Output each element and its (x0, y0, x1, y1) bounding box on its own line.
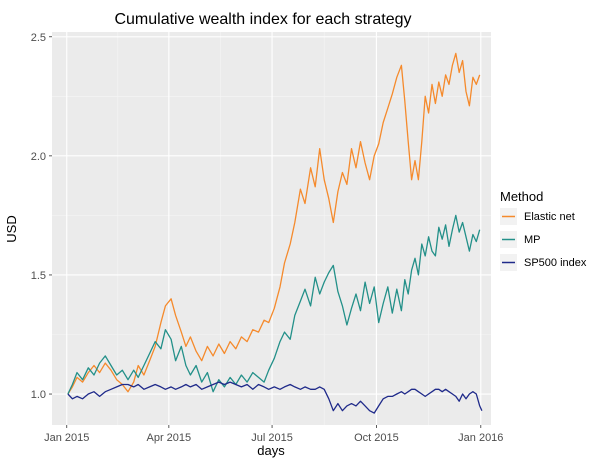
y-tick-label: 2.5 (31, 32, 46, 44)
y-tick-label: 1.0 (31, 389, 46, 401)
y-axis-title: USD (4, 215, 19, 242)
y-tick-label: 2.0 (31, 151, 46, 163)
legend-title: Method (500, 189, 543, 204)
x-tick-label: Jul 2015 (251, 432, 293, 444)
legend-items: Elastic net MP SP500 index (500, 208, 587, 271)
y-axis-ticks: 1.0 1.5 2.0 2.5 (31, 32, 52, 401)
series-line-mp (67, 214, 481, 395)
x-axis-title: days (257, 443, 285, 458)
x-axis-ticks: Jan 2015 Apr 2015 Jul 2015 Oct 2015 Jan 2016 (44, 425, 503, 444)
x-tick-label: Jan 2016 (458, 432, 503, 444)
plot-panel (52, 32, 491, 425)
legend-label-elastic-net: Elastic net (524, 211, 575, 223)
legend-label-sp500-index: SP500 index (524, 257, 587, 269)
x-tick-label: Jan 2015 (44, 432, 89, 444)
series-line-sp500-index (67, 381, 483, 414)
legend: Method Elastic net MP SP500 index (500, 189, 587, 271)
series-line-elastic-net (67, 52, 481, 395)
x-tick-label: Oct 2015 (354, 432, 399, 444)
x-tick-label: Apr 2015 (147, 432, 192, 444)
gridlines (52, 32, 491, 425)
series-lines (67, 52, 483, 414)
y-tick-label: 1.5 (31, 270, 46, 282)
chart-title: Cumulative wealth index for each strateg… (114, 11, 411, 28)
legend-label-mp: MP (524, 234, 541, 246)
